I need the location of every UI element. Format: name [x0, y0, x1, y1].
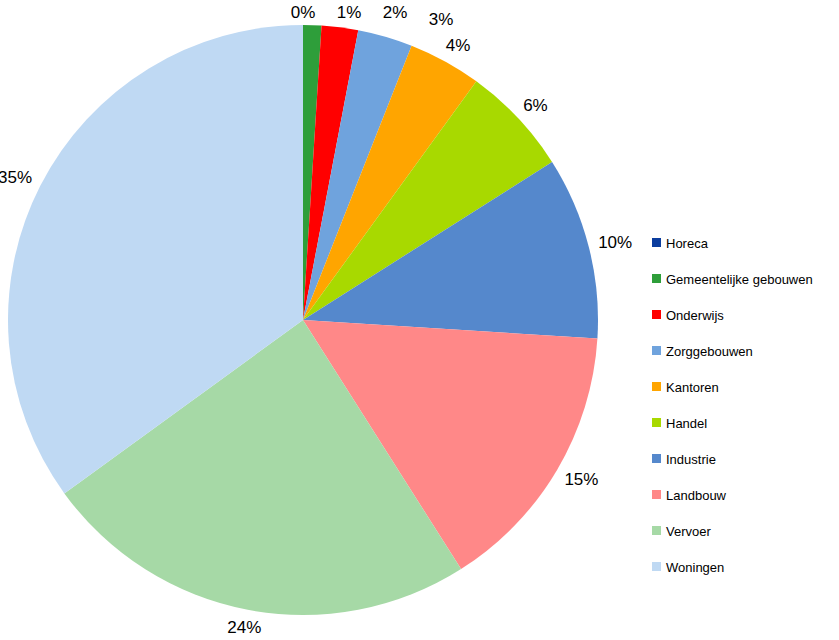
legend-swatch: [652, 310, 661, 319]
data-label: 24%: [227, 618, 261, 637]
data-label: 15%: [564, 470, 598, 489]
data-label: 4%: [446, 36, 471, 55]
legend-swatch: [652, 382, 661, 391]
legend-swatch: [652, 526, 661, 535]
legend: Horeca Gemeentelijke gebouwen Onderwijs Zor…: [652, 236, 813, 575]
legend-label: Landbouw: [666, 488, 727, 503]
legend-label: Vervoer: [666, 524, 711, 539]
data-label: 2%: [383, 3, 408, 22]
data-label: 6%: [523, 96, 548, 115]
legend-label: Gemeentelijke gebouwen: [666, 272, 813, 287]
slices: [8, 25, 598, 615]
legend-swatch: [652, 490, 661, 499]
legend-label: Horeca: [666, 236, 709, 251]
data-label: 35%: [0, 168, 32, 187]
legend-label: Zorggebouwen: [666, 344, 753, 359]
legend-swatch: [652, 274, 661, 283]
data-label: 1%: [337, 3, 362, 22]
legend-label: Industrie: [666, 452, 716, 467]
legend-swatch: [652, 238, 661, 247]
data-label: 0%: [291, 3, 316, 22]
legend-swatch: [652, 454, 661, 463]
slice: [8, 25, 303, 493]
legend-label: Woningen: [666, 560, 724, 575]
legend-swatch: [652, 562, 661, 571]
data-label: 10%: [598, 233, 632, 252]
data-label: 3%: [429, 10, 454, 29]
legend-swatch: [652, 346, 661, 355]
slice: [303, 162, 598, 339]
legend-swatch: [652, 418, 661, 427]
legend-label: Handel: [666, 416, 707, 431]
chart: 0% 1% 2% 3% 4% 6% 10% 15% 24% 35% Horeca Gemeenteli…: [0, 0, 839, 640]
legend-label: Onderwijs: [666, 308, 724, 323]
data-labels: 0% 1% 2% 3% 4% 6% 10% 15% 24% 35%: [0, 3, 632, 637]
legend-label: Kantoren: [666, 380, 719, 395]
